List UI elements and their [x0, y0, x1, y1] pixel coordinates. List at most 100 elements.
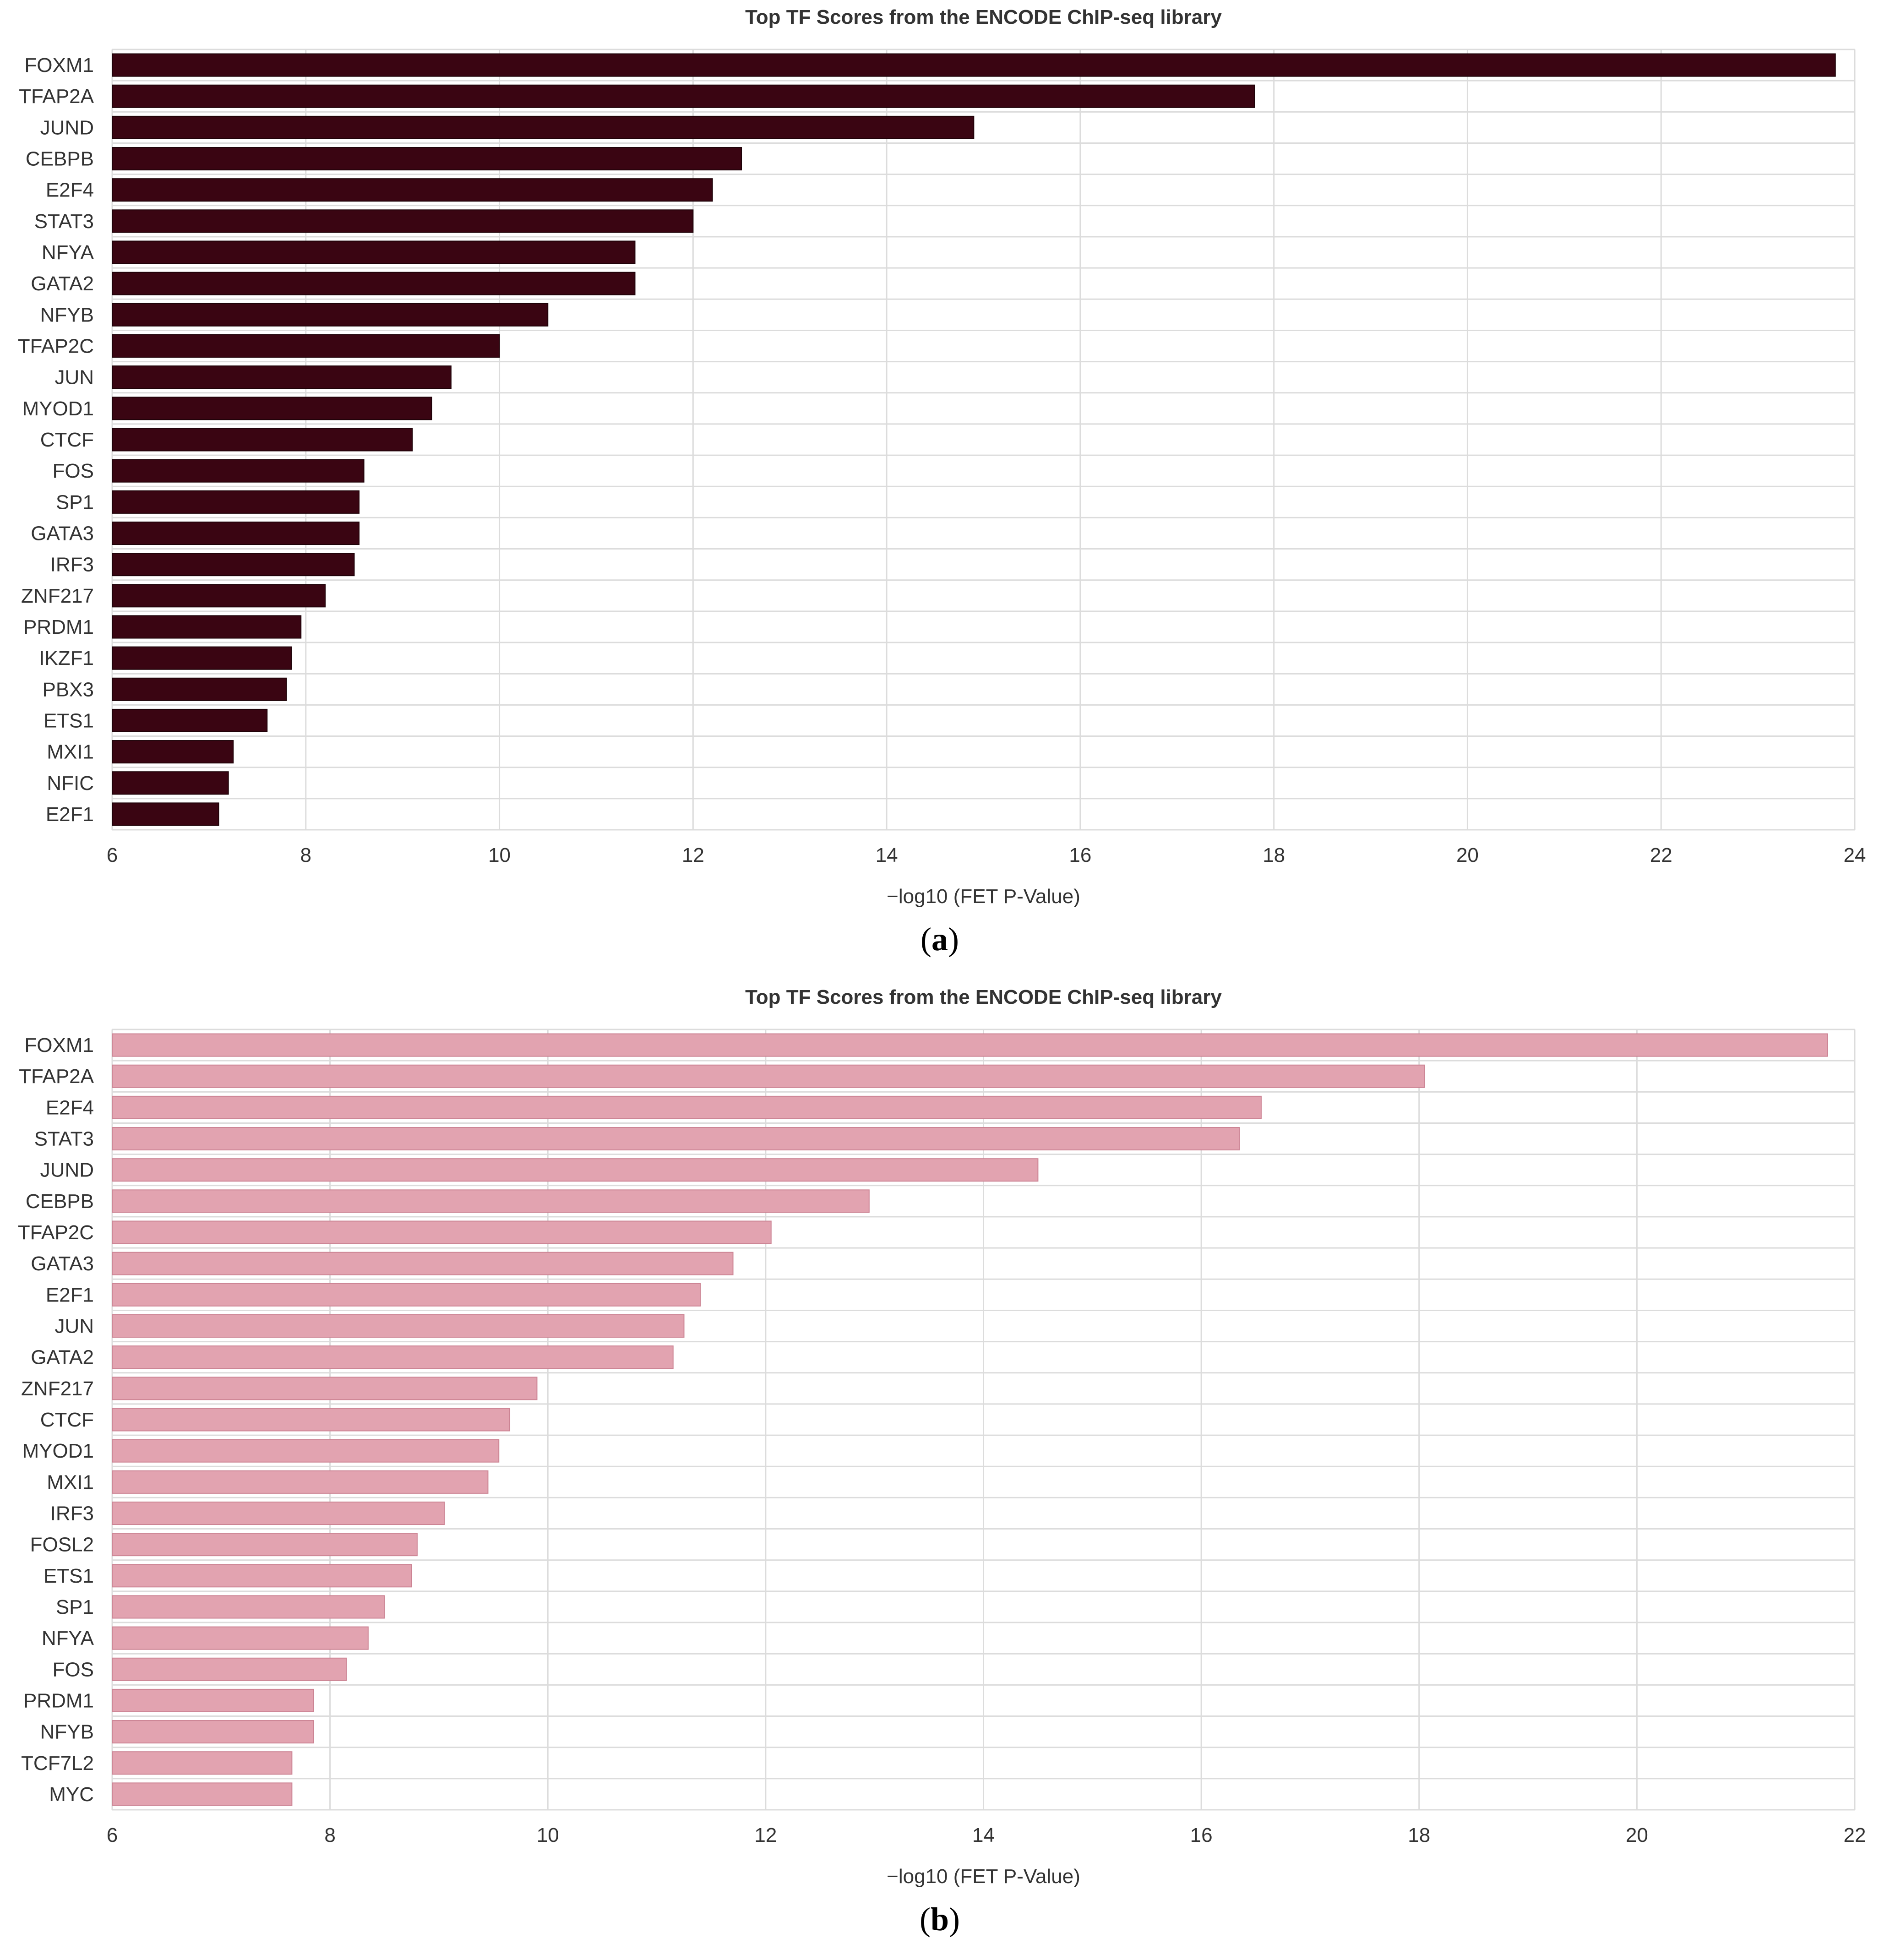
- bar-e2f1: [112, 802, 219, 826]
- bar-ets1: [112, 1564, 412, 1588]
- category-label: ZNF217: [21, 585, 94, 607]
- bar-tfap2a: [112, 1064, 1425, 1088]
- category-label: IRF3: [50, 1502, 94, 1524]
- category-label: GATA3: [31, 1252, 94, 1275]
- bar-stat3: [112, 1127, 1240, 1151]
- x-tick-label: 6: [107, 844, 118, 866]
- bar-tfap2c: [112, 1220, 772, 1244]
- category-label: TFAP2C: [18, 335, 94, 358]
- x-axis-label: −log10 (FET P-Value): [887, 885, 1080, 908]
- category-label: JUND: [40, 1159, 94, 1181]
- category-label: MXI1: [47, 741, 94, 763]
- bar-jund: [112, 1158, 1039, 1182]
- category-label: PBX3: [42, 678, 94, 701]
- bar-cebpb: [112, 1189, 870, 1213]
- category-label: PRDM1: [23, 1689, 94, 1712]
- category-label: E2F1: [46, 1284, 94, 1306]
- bar-sp1: [112, 490, 360, 514]
- category-label: GATA2: [31, 272, 94, 295]
- category-label: PRDM1: [23, 616, 94, 638]
- category-label: E2F4: [46, 1096, 94, 1119]
- category-label: CTCF: [40, 429, 94, 451]
- bar-prdm1: [112, 615, 302, 639]
- chart-panel-b: Top TF Scores from the ENCODE ChIP-seq l…: [0, 980, 1879, 1960]
- bar-nfyb: [112, 1720, 314, 1744]
- category-label: FOXM1: [24, 54, 94, 76]
- category-label: NFYA: [42, 241, 94, 264]
- bar-znf217: [112, 1377, 538, 1400]
- bar-tfap2c: [112, 334, 500, 358]
- bar-gata2: [112, 272, 636, 295]
- bar-nfya: [112, 1626, 369, 1650]
- chart-title: Top TF Scores from the ENCODE ChIP-seq l…: [745, 6, 1222, 28]
- bar-irf3: [112, 1501, 445, 1525]
- x-tick-label: 12: [682, 844, 704, 866]
- bar-mxi1: [112, 740, 234, 764]
- x-tick-label: 8: [300, 844, 311, 866]
- category-label: SP1: [56, 1596, 94, 1618]
- category-label: TFAP2C: [18, 1221, 94, 1244]
- category-label: NFIC: [47, 772, 94, 795]
- category-label: STAT3: [34, 210, 94, 233]
- bar-znf217: [112, 584, 326, 608]
- category-label: ZNF217: [21, 1377, 94, 1400]
- x-tick-label: 20: [1456, 844, 1479, 866]
- category-label: IKZF1: [39, 647, 94, 670]
- x-tick-label: 8: [324, 1824, 335, 1846]
- bar-chart-b: Top TF Scores from the ENCODE ChIP-seq l…: [18, 986, 1866, 1888]
- bar-fosl2: [112, 1533, 418, 1557]
- category-label: MYOD1: [22, 1440, 94, 1462]
- bar-fos: [112, 1657, 347, 1681]
- bar-jun: [112, 1314, 685, 1338]
- x-tick-label: 10: [537, 1824, 559, 1846]
- bar-nfic: [112, 771, 229, 795]
- x-tick-label: 18: [1408, 1824, 1430, 1846]
- category-label: NFYA: [42, 1627, 94, 1650]
- bar-myod1: [112, 1439, 500, 1463]
- x-tick-label: 14: [876, 844, 898, 866]
- bar-sp1: [112, 1595, 385, 1619]
- category-label: TFAP2A: [19, 1065, 94, 1088]
- bar-chart-a: Top TF Scores from the ENCODE ChIP-seq l…: [18, 6, 1866, 908]
- category-label: FOS: [53, 460, 94, 482]
- x-tick-label: 10: [488, 844, 511, 866]
- bar-cebpb: [112, 147, 742, 171]
- bar-gata2: [112, 1345, 674, 1369]
- category-label: E2F1: [46, 803, 94, 826]
- bar-irf3: [112, 553, 355, 577]
- category-label: GATA2: [31, 1346, 94, 1369]
- x-tick-label: 16: [1190, 1824, 1213, 1846]
- category-label: STAT3: [34, 1128, 94, 1150]
- x-tick-label: 16: [1069, 844, 1091, 866]
- x-axis-label: −log10 (FET P-Value): [887, 1865, 1080, 1888]
- category-label: CEBPB: [26, 1190, 94, 1213]
- category-label: TFAP2A: [19, 85, 94, 108]
- bar-gata3: [112, 1252, 734, 1275]
- x-tick-label: 24: [1844, 844, 1866, 866]
- bar-foxm1: [112, 1033, 1828, 1057]
- bar-pbx3: [112, 677, 287, 701]
- bar-e2f4: [112, 178, 713, 202]
- category-label: JUN: [54, 366, 94, 389]
- x-tick-label: 6: [107, 1824, 118, 1846]
- category-label: SP1: [56, 491, 94, 513]
- bar-ctcf: [112, 428, 413, 452]
- category-label: ETS1: [44, 1565, 94, 1587]
- panel-label-a: (a): [920, 921, 959, 958]
- bar-stat3: [112, 209, 694, 233]
- bar-prdm1: [112, 1688, 314, 1712]
- category-label: FOXM1: [24, 1034, 94, 1056]
- category-label: IRF3: [50, 554, 94, 576]
- bar-myod1: [112, 397, 432, 420]
- panel-label-b: (b): [919, 1901, 960, 1938]
- bar-tcf7l2: [112, 1751, 293, 1775]
- chart-title: Top TF Scores from the ENCODE ChIP-seq l…: [745, 986, 1222, 1008]
- category-label: ETS1: [44, 709, 94, 732]
- x-tick-label: 18: [1263, 844, 1285, 866]
- x-tick-label: 22: [1844, 1824, 1866, 1846]
- bar-nfyb: [112, 303, 549, 327]
- bar-jund: [112, 115, 975, 139]
- bar-tfap2a: [112, 84, 1255, 108]
- category-label: MXI1: [47, 1471, 94, 1493]
- category-label: FOSL2: [30, 1534, 94, 1556]
